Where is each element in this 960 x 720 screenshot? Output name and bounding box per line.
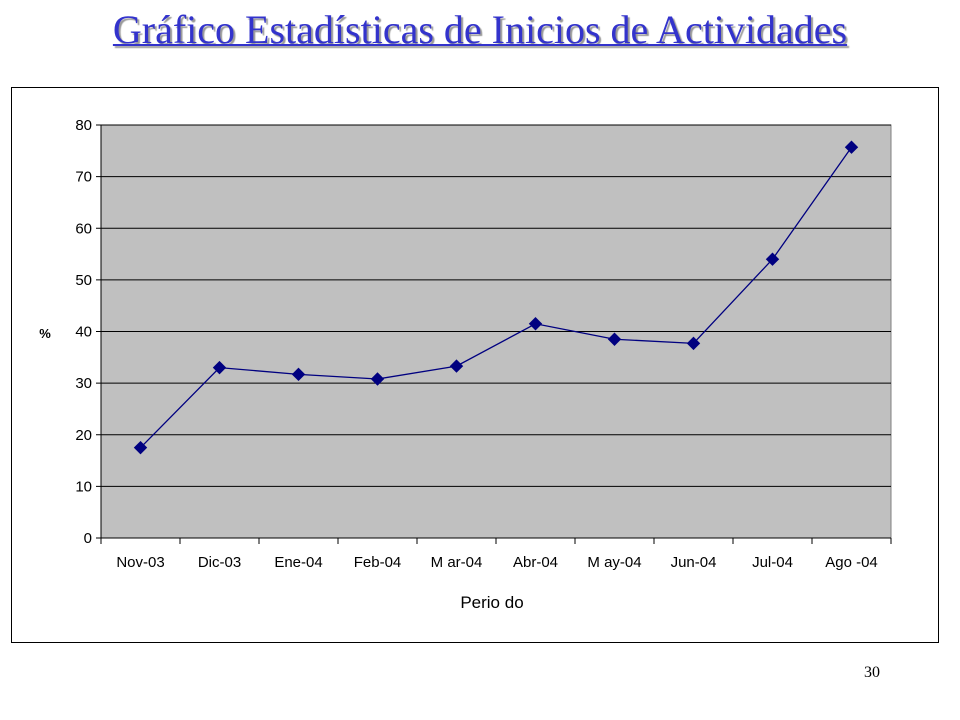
x-tick-label: Jun-04 (671, 554, 717, 571)
y-tick-labels: 0 10 20 30 40 50 60 70 80 (75, 117, 101, 547)
data-point-marker (686, 336, 701, 351)
y-tick-label: 0 (84, 530, 92, 547)
data-point-marker (844, 140, 859, 154)
page-number: 30 (864, 664, 880, 681)
x-tick-label: Ago -04 (825, 554, 878, 571)
y-axis-marker: % (39, 326, 51, 341)
data-point-marker (212, 360, 227, 375)
x-tick-label: Abr-04 (513, 554, 558, 571)
y-tick-label: 70 (75, 169, 92, 186)
plot-area-group (100, 124, 892, 539)
x-tick-label: Jul-04 (752, 554, 793, 571)
data-point-marker (133, 440, 148, 455)
data-point-marker (607, 332, 622, 346)
x-axis-title: Perio do (460, 593, 523, 612)
data-point-marker (370, 372, 385, 386)
y-tick-label: 60 (75, 220, 92, 237)
data-point-marker (449, 359, 464, 373)
y-tick-label: 50 (75, 272, 92, 289)
line-chart: 0 10 20 30 40 50 60 70 80 Nov-03 Dic-03 Ene-04 Feb-… (39, 117, 892, 612)
y-tick-label: 80 (75, 117, 92, 134)
slide-title: Gráfico Estadísticas de Inicios de Activ… (112, 7, 848, 52)
data-point-marker (528, 317, 543, 331)
x-tick-label: Nov-03 (116, 554, 164, 571)
x-tick-label: Dic-03 (198, 554, 241, 571)
y-tick-label: 10 (75, 478, 92, 495)
series-line (140, 146, 853, 449)
data-point-marker (291, 367, 306, 382)
x-tick-label: Ene-04 (274, 554, 322, 571)
x-tick-label: M ay-04 (587, 554, 641, 571)
y-tick-label: 20 (75, 427, 92, 444)
series-group (133, 140, 859, 455)
chart-frame: 0 10 20 30 40 50 60 70 80 Nov-03 Dic-03 Ene-04 Feb-… (11, 87, 939, 643)
x-tick-labels: Nov-03 Dic-03 Ene-04 Feb-04 M ar-04 Abr-04 M a… (100, 538, 892, 571)
x-tick-label: Feb-04 (354, 554, 402, 571)
x-tick-label: M ar-04 (431, 554, 483, 571)
y-tick-label: 30 (75, 375, 92, 392)
data-point-marker (765, 252, 780, 266)
y-tick-label: 40 (75, 324, 92, 341)
